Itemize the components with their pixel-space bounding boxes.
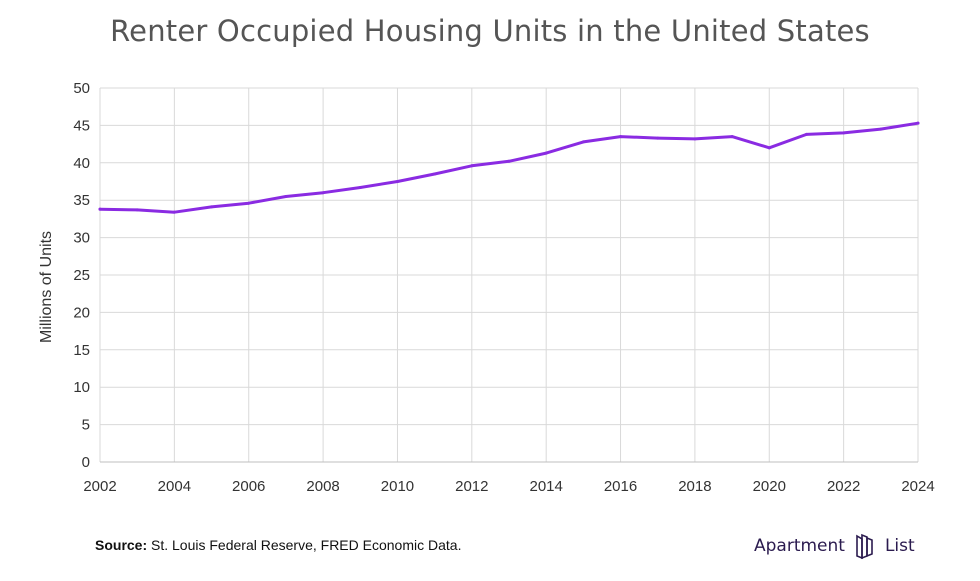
x-tick-label: 2016: [604, 478, 637, 495]
y-tick-label: 50: [73, 80, 90, 97]
x-tick-label: 2014: [529, 478, 562, 495]
data-point: [730, 135, 734, 139]
x-axis-ticks: 2002 2004 2006 2008 2010 2012 2014 2016 2018 2020…: [83, 478, 934, 495]
data-point: [470, 164, 474, 168]
source-label: Source:: [95, 537, 148, 553]
x-tick-label: 2006: [232, 478, 265, 495]
y-tick-label: 15: [73, 342, 90, 359]
data-point: [842, 131, 846, 135]
brand-word-right: List: [884, 536, 915, 556]
data-point: [247, 201, 251, 205]
y-tick-label: 5: [82, 417, 90, 434]
y-tick-label: 30: [73, 230, 90, 247]
data-point: [804, 132, 808, 136]
data-point: [284, 194, 288, 198]
data-point: [656, 136, 660, 140]
data-point: [619, 135, 623, 139]
data-point: [581, 140, 585, 144]
data-point: [98, 207, 102, 211]
data-point: [358, 185, 362, 189]
data-point: [135, 208, 139, 212]
data-point: [767, 146, 771, 150]
y-tick-label: 45: [73, 117, 90, 134]
x-tick-label: 2012: [455, 478, 488, 495]
x-tick-label: 2022: [827, 478, 860, 495]
building-logo-icon: [856, 533, 873, 560]
y-tick-label: 40: [73, 155, 90, 172]
series-line: [98, 121, 920, 214]
x-tick-label: 2010: [381, 478, 414, 495]
x-tick-label: 2018: [678, 478, 711, 495]
x-tick-label: 2002: [83, 478, 116, 495]
line-chart: 0 5 10 15 20 25 30 35 40 45 50 2002 2004 2006 2008 201…: [38, 80, 935, 495]
data-point: [321, 191, 325, 195]
apartment-list-logo: Apartment List: [754, 531, 915, 561]
y-axis-ticks: 0 5 10 15 20 25 30 35 40 45 50: [73, 80, 90, 471]
x-tick-label: 2004: [158, 478, 191, 495]
data-point: [916, 121, 920, 125]
y-tick-label: 10: [73, 379, 90, 396]
y-axis-label: Millions of Units: [38, 231, 55, 343]
data-point: [433, 172, 437, 176]
grid-lines: [99, 87, 919, 463]
data-point: [879, 127, 883, 131]
chart-title: Renter Occupied Housing Units in the Uni…: [110, 14, 870, 48]
data-point: [210, 205, 214, 209]
data-point: [395, 180, 399, 183]
data-point: [693, 137, 697, 141]
data-point: [507, 159, 511, 163]
data-point: [172, 210, 176, 214]
y-tick-label: 35: [73, 192, 90, 209]
y-tick-label: 25: [73, 267, 90, 284]
x-tick-label: 2008: [306, 478, 339, 495]
series-group: [98, 121, 920, 214]
brand-word-left: Apartment: [754, 536, 845, 556]
y-tick-label: 0: [82, 454, 90, 471]
x-tick-label: 2024: [901, 478, 934, 495]
y-tick-label: 20: [73, 304, 90, 321]
source-text: St. Louis Federal Reserve, FRED Economic…: [147, 537, 462, 553]
source-note: Source: St. Louis Federal Reserve, FRED …: [95, 537, 461, 553]
x-tick-label: 2020: [753, 478, 786, 495]
data-point: [544, 151, 548, 155]
